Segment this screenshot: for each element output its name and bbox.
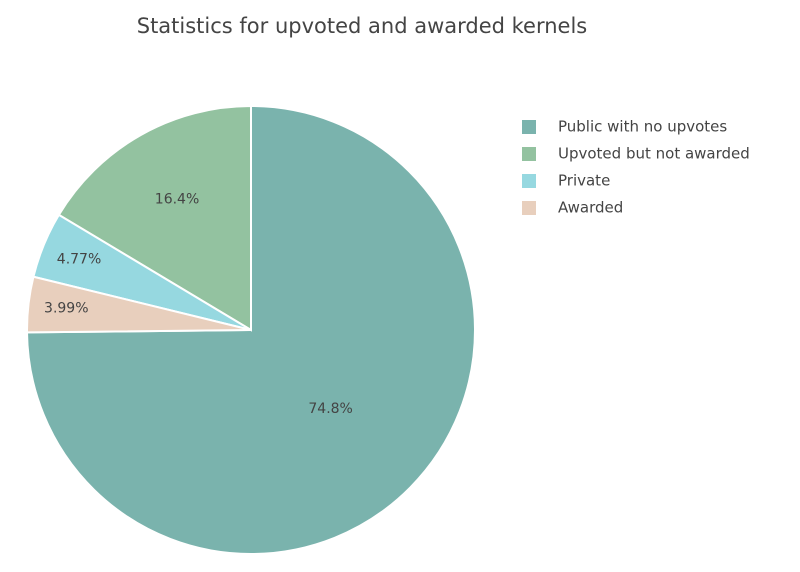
legend-swatch — [522, 120, 536, 134]
legend-swatch — [522, 147, 536, 161]
data-label: 4.77% — [57, 251, 101, 267]
pie-slice — [25, 104, 476, 555]
data-label: 74.8% — [308, 401, 352, 417]
legend-label: Private — [558, 172, 610, 190]
chart-title: Statistics for upvoted and awarded kerne… — [137, 14, 588, 38]
pie-slice — [26, 275, 252, 334]
legend-label: Public with no upvotes — [558, 118, 727, 136]
data-label: 16.4% — [155, 191, 199, 207]
pie-slice — [57, 104, 252, 332]
legend-label: Upvoted but not awarded — [558, 145, 750, 163]
legend-label: Awarded — [558, 199, 623, 217]
legend-swatch — [522, 174, 536, 188]
legend-swatch — [522, 201, 536, 215]
data-label: 3.99% — [44, 301, 88, 317]
